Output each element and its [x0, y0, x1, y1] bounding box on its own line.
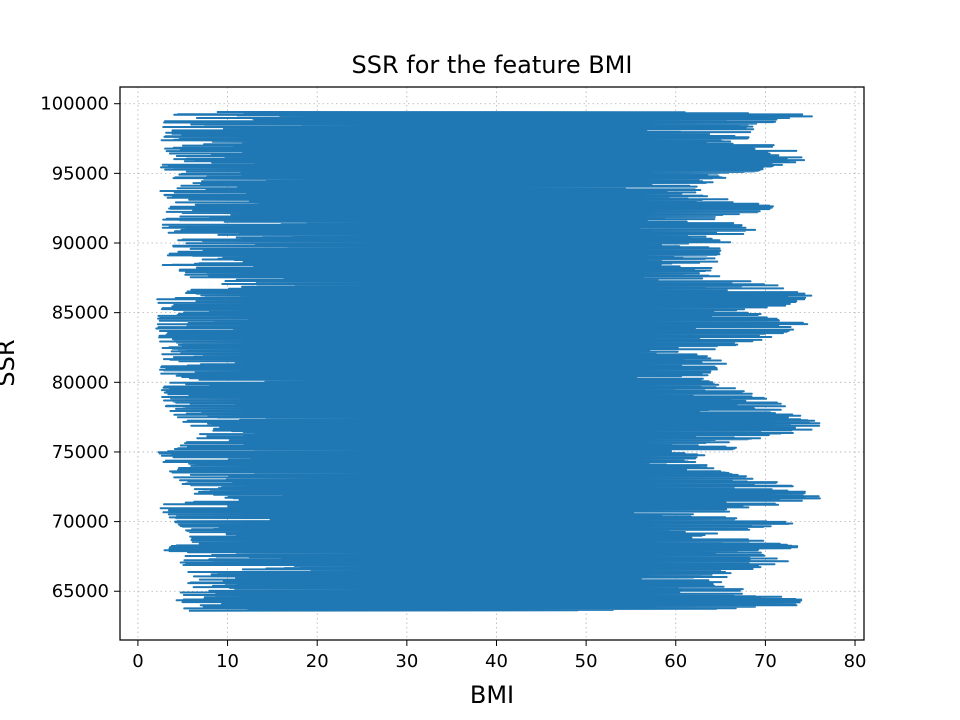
y-tick-label: 95000: [52, 163, 109, 184]
y-tick-label: 75000: [52, 442, 109, 463]
y-tick-label: 70000: [52, 512, 109, 533]
y-tick-label: 80000: [52, 372, 109, 393]
x-tick-label: 20: [306, 651, 329, 672]
series-layer: [155, 111, 821, 612]
y-tick-label: 90000: [52, 233, 109, 254]
x-tick-label: 30: [395, 651, 418, 672]
chart-title: SSR for the feature BMI: [352, 51, 633, 79]
y-tick-label: 65000: [52, 581, 109, 602]
plot-frame: [119, 86, 865, 641]
x-tick-label: 50: [575, 651, 598, 672]
x-axis-label: BMI: [470, 681, 514, 709]
y-tick-label: 100000: [40, 94, 109, 115]
x-axis-ticks: 0 10 20 30 40 50 60 70 80: [132, 640, 866, 672]
x-tick-label: 70: [754, 651, 777, 672]
y-axis-label: SSR: [0, 339, 20, 386]
y-axis-ticks: 65000 70000 75000 80000 85000 90000 95000 10000…: [40, 94, 120, 602]
x-tick-label: 40: [485, 651, 508, 672]
x-tick-label: 10: [216, 651, 239, 672]
x-tick-label: 80: [844, 651, 867, 672]
x-tick-label: 0: [132, 651, 143, 672]
x-tick-label: 60: [664, 651, 687, 672]
ssr-line: [155, 111, 821, 612]
y-tick-label: 85000: [52, 303, 109, 324]
